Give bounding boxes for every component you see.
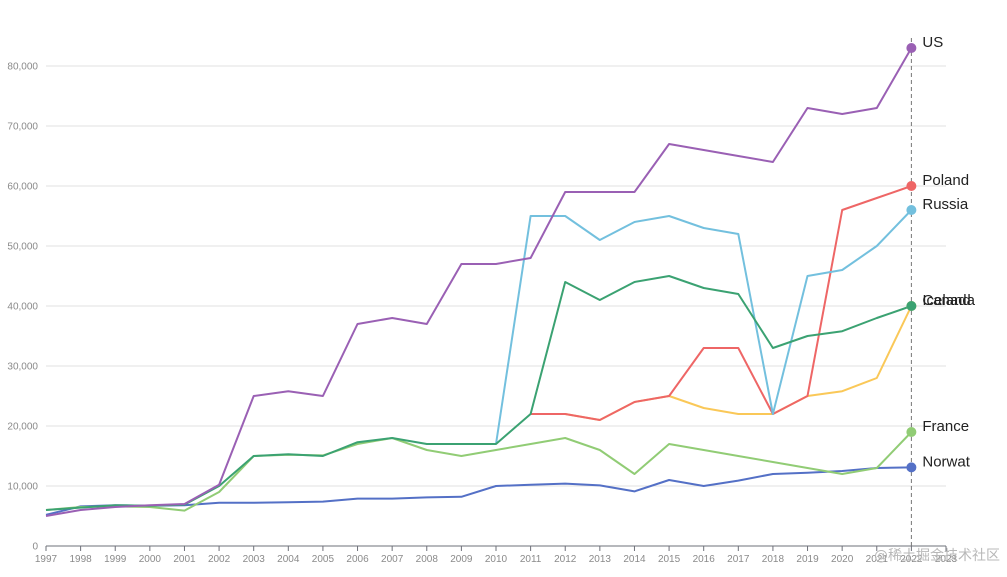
x-tick-label: 2002 — [208, 554, 231, 565]
watermark-text: @稀土掘金技术社区 — [874, 548, 1000, 564]
y-tick-label: 10,000 — [7, 482, 38, 493]
x-tick-label: 1998 — [69, 554, 92, 565]
end-label-poland: Poland — [922, 172, 969, 189]
y-tick-label: 50,000 — [7, 242, 38, 253]
series-line-iceland — [530, 305, 913, 421]
x-tick-label: 1997 — [35, 554, 58, 565]
end-markers — [906, 43, 917, 473]
x-tick-label: 2003 — [243, 554, 266, 565]
x-tick-label: 2012 — [554, 554, 577, 565]
end-label-canada: Canada — [922, 292, 975, 309]
end-marker-poland — [906, 181, 917, 191]
end-labels: Norwat France Iceland Poland Russia Canada US — [922, 34, 975, 470]
end-marker-us — [906, 43, 917, 53]
x-tick-label: 2018 — [762, 554, 785, 565]
y-tick-label: 80,000 — [7, 62, 38, 73]
grid-lines — [46, 65, 946, 487]
y-tick-label: 20,000 — [7, 422, 38, 433]
x-tick-label: 2010 — [485, 554, 508, 565]
y-tick-label: 60,000 — [7, 182, 38, 193]
axes: 0 10,000 20,000 30,000 40,000 50,000 60,000 70,… — [7, 38, 958, 565]
x-tick-label: 2020 — [831, 554, 854, 565]
end-label-iceland: Iceland — [922, 292, 970, 309]
x-tick-label: 2017 — [727, 554, 750, 565]
x-tick-label: 2013 — [589, 554, 612, 565]
x-tick-label: 2019 — [796, 554, 819, 565]
end-label-norwat: Norwat — [922, 453, 970, 470]
x-tick-label: 2008 — [416, 554, 439, 565]
end-marker-norwat — [906, 462, 917, 473]
x-tick-label: 2005 — [312, 554, 335, 565]
series-line-us — [45, 47, 913, 517]
x-tick-label: 2011 — [520, 554, 542, 565]
end-label-russia: Russia — [922, 196, 969, 213]
x-tick-label: 2009 — [450, 554, 473, 565]
x-tick-label: 2014 — [623, 554, 646, 565]
series-line-france — [45, 431, 913, 512]
x-tick-label: 2007 — [381, 554, 404, 565]
end-label-us: US — [922, 34, 943, 51]
series-lines — [45, 47, 913, 517]
x-tick-label: 2016 — [693, 554, 716, 565]
x-tick-label: 2001 — [173, 554, 196, 565]
x-tick-label: 2015 — [658, 554, 681, 565]
y-tick-label: 30,000 — [7, 362, 38, 373]
x-tick-label: 2000 — [139, 554, 162, 565]
x-tick-label: 2022 — [900, 554, 923, 565]
series-line-russia — [495, 209, 913, 445]
end-marker-france — [906, 427, 917, 437]
x-tick-label: 2021 — [866, 554, 889, 565]
end-label-france: France — [922, 418, 969, 435]
x-tick-label: 2004 — [277, 554, 300, 565]
y-tick-label: 40,000 — [7, 302, 38, 313]
series-line-norwat — [45, 466, 912, 516]
x-tick-label: 1999 — [104, 554, 127, 565]
series-line-canada — [45, 275, 912, 511]
series-line-poland — [530, 185, 912, 421]
end-marker-russia — [906, 205, 917, 215]
y-tick-label: 0 — [32, 542, 38, 553]
x-tick-label: 2006 — [346, 554, 369, 565]
x-tick-label: 2023 — [935, 554, 958, 565]
y-tick-label: 70,000 — [7, 122, 38, 133]
end-marker-canada — [906, 301, 917, 311]
